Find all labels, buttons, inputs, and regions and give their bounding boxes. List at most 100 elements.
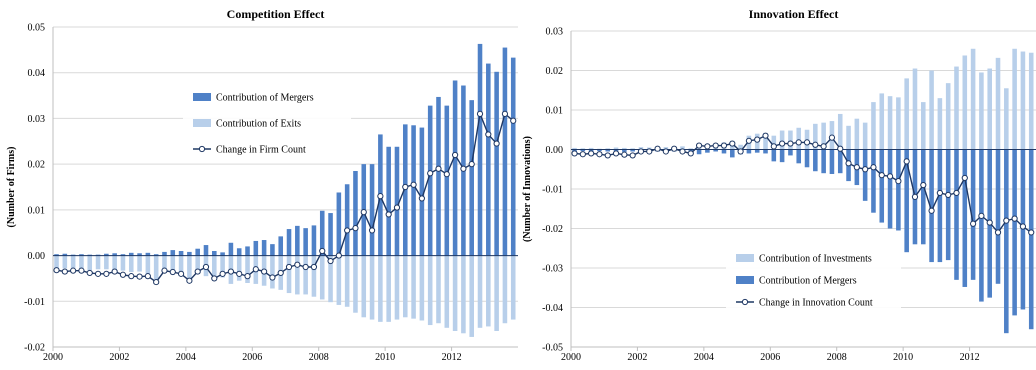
innovation-count-point bbox=[621, 151, 628, 158]
innovation-y-tick-label: -0.03 bbox=[542, 264, 563, 275]
competition-count-point bbox=[410, 181, 417, 188]
innovation-investment-bar bbox=[663, 147, 669, 150]
competition-merger-bar bbox=[212, 251, 217, 256]
innovation-count-point bbox=[770, 143, 777, 150]
innovation-count-point bbox=[679, 148, 686, 155]
competition-count-point bbox=[352, 225, 359, 232]
competition-x-tick-label: 2000 bbox=[43, 352, 63, 363]
innovation-merger-bar bbox=[788, 149, 793, 156]
competition-merger-bar bbox=[170, 250, 176, 256]
competition-exit-bar bbox=[70, 255, 76, 268]
innovation-count-point bbox=[579, 151, 586, 158]
competition-merger-bar bbox=[278, 236, 284, 256]
competition-count-point bbox=[302, 263, 309, 271]
competition-exit-bar bbox=[170, 255, 176, 271]
competition-count-point bbox=[269, 274, 276, 281]
competition-exit-bar bbox=[452, 255, 458, 331]
innovation-count-point bbox=[837, 145, 844, 152]
competition-merger-bar bbox=[128, 252, 134, 256]
competition-legend-bar-swatch bbox=[193, 119, 211, 127]
innovation-count-point bbox=[612, 150, 620, 157]
competition-merger-bar bbox=[510, 57, 516, 256]
innovation-count-point bbox=[720, 142, 728, 149]
innovation-count-point bbox=[671, 145, 678, 152]
innovation-count-point bbox=[928, 207, 935, 214]
innovation-count-point bbox=[903, 158, 910, 165]
innovation-y-tick-label: 0.02 bbox=[546, 66, 564, 77]
competition-count-point bbox=[360, 209, 367, 216]
competition-merger-bar bbox=[228, 242, 234, 256]
innovation-investment-bar bbox=[680, 146, 685, 150]
competition-chart-title: Competition Effect bbox=[227, 7, 325, 21]
innovation-investment-bar bbox=[954, 66, 959, 150]
innovation-legend-box bbox=[726, 243, 901, 319]
innovation-merger-bar bbox=[962, 149, 968, 287]
innovation-investment-bar bbox=[821, 122, 826, 150]
innovation-investment-bar bbox=[1012, 48, 1017, 150]
competition-count-point bbox=[136, 273, 143, 280]
competition-count-point bbox=[177, 270, 185, 277]
competition-count-point bbox=[194, 268, 201, 275]
innovation-count-point bbox=[729, 140, 736, 147]
innovation-count-point bbox=[886, 173, 894, 180]
competition-count-point bbox=[94, 270, 102, 277]
competition-count-point bbox=[161, 267, 168, 274]
competition-count-point bbox=[443, 171, 450, 178]
innovation-merger-bar bbox=[796, 149, 802, 164]
innovation-merger-bar bbox=[979, 149, 984, 302]
competition-legend-bar-swatch bbox=[193, 93, 211, 101]
competition-merger-bar bbox=[162, 251, 167, 256]
competition-exit-bar bbox=[486, 255, 491, 327]
innovation-merger-bar bbox=[630, 149, 635, 152]
innovation-count-point bbox=[945, 191, 952, 199]
competition-exit-bar bbox=[220, 255, 225, 278]
competition-x-tick-label: 2006 bbox=[242, 352, 262, 363]
competition-exit-bar bbox=[444, 255, 450, 328]
competition-count-point bbox=[277, 269, 284, 277]
innovation-investment-bar bbox=[896, 97, 901, 150]
innovation-investment-bar bbox=[979, 72, 984, 150]
innovation-legend-label: Change in Innovation Count bbox=[759, 298, 873, 309]
innovation-merger-bar bbox=[1004, 149, 1009, 334]
innovation-legend-bar-swatch bbox=[736, 254, 754, 262]
competition-count-point bbox=[236, 270, 243, 277]
innovation-investment-bar bbox=[588, 147, 594, 150]
competition-y-tick-label: 0.03 bbox=[28, 114, 46, 125]
competition-merger-bar bbox=[486, 63, 491, 256]
competition-exit-bar bbox=[87, 255, 93, 271]
innovation-count-point bbox=[1003, 217, 1010, 224]
innovation-investment-bar bbox=[962, 55, 968, 150]
innovation-investment-bar bbox=[987, 68, 992, 150]
competition-merger-bar bbox=[295, 225, 300, 256]
innovation-investment-bar bbox=[929, 70, 934, 150]
innovation-investment-bar bbox=[688, 148, 694, 150]
innovation-legend-label: Contribution of Investments bbox=[759, 254, 872, 265]
innovation-investment-bar bbox=[630, 148, 635, 150]
competition-legend-marker-swatch bbox=[198, 145, 206, 153]
competition-exit-bar bbox=[469, 255, 474, 337]
competition-count-point bbox=[202, 263, 210, 271]
competition-x-tick-label: 2008 bbox=[309, 352, 329, 363]
competition-merger-bar bbox=[469, 100, 474, 256]
competition-exit-bar bbox=[245, 255, 250, 283]
innovation-investment-bar bbox=[862, 122, 868, 150]
competition-y-tick-label: 0.01 bbox=[28, 205, 46, 216]
innovation-merger-bar bbox=[837, 149, 843, 174]
innovation-merger-bar bbox=[730, 149, 735, 158]
competition-exit-bar bbox=[394, 255, 400, 320]
innovation-merger-bar bbox=[746, 149, 752, 154]
innovation-y-tick-label: -0.05 bbox=[542, 343, 563, 354]
innovation-count-point bbox=[803, 139, 811, 146]
competition-count-point bbox=[460, 165, 467, 172]
competition-count-point bbox=[70, 267, 77, 274]
competition-merger-bar bbox=[477, 43, 483, 256]
competition-count-point bbox=[211, 275, 218, 282]
competition-merger-bar bbox=[336, 192, 342, 256]
innovation-count-point bbox=[1011, 215, 1018, 222]
competition-y-tick-label: 0.04 bbox=[28, 68, 46, 79]
competition-count-point bbox=[427, 170, 434, 177]
competition-merger-bar bbox=[394, 146, 400, 256]
competition-x-tick-label: 2010 bbox=[375, 352, 395, 363]
competition-count-point bbox=[227, 268, 235, 275]
innovation-x-tick-label: 2004 bbox=[694, 352, 714, 363]
